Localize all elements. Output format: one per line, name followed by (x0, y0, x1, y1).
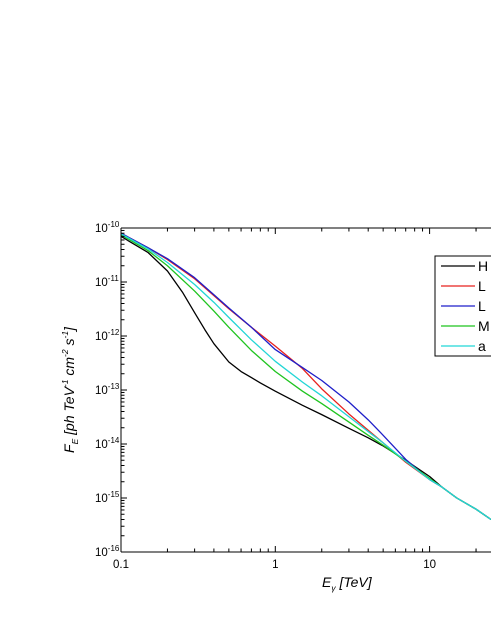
axis-labels: Eγ [TeV] FE [ph TeV-1 cm-2 s-1] (60, 326, 373, 593)
axes: 0.1 1 10 10-10 10-11 10-12 10-13 10-14 10-15 10-1… (95, 220, 491, 571)
y-tick-label: 10-16 (95, 544, 120, 559)
legend-label-2: L (478, 278, 486, 294)
series-line-5 (121, 233, 491, 521)
y-tick-label: 10-15 (95, 490, 120, 505)
y-tick-label: 10-14 (95, 436, 120, 451)
x-tick-label: 1 (272, 559, 278, 571)
legend-label-4: M (478, 318, 490, 334)
y-axis-label: FE [ph TeV-1 cm-2 s-1] (60, 326, 80, 453)
y-tick-label: 10-11 (95, 274, 119, 289)
legend-label-3: L (478, 298, 486, 314)
y-tick-label: 10-10 (95, 220, 120, 235)
series-line-1 (121, 235, 491, 521)
y-tick-label: 10-13 (95, 382, 120, 397)
x-tick-label: 10 (423, 559, 436, 571)
x-axis-label: Eγ [TeV] (322, 574, 373, 593)
legend-label-1: H (478, 258, 488, 274)
plot-lines (121, 232, 491, 521)
y-tick-label: 10-12 (95, 328, 120, 343)
legend-label-5: a (478, 338, 486, 354)
x-tick-label: 0.1 (113, 559, 129, 571)
